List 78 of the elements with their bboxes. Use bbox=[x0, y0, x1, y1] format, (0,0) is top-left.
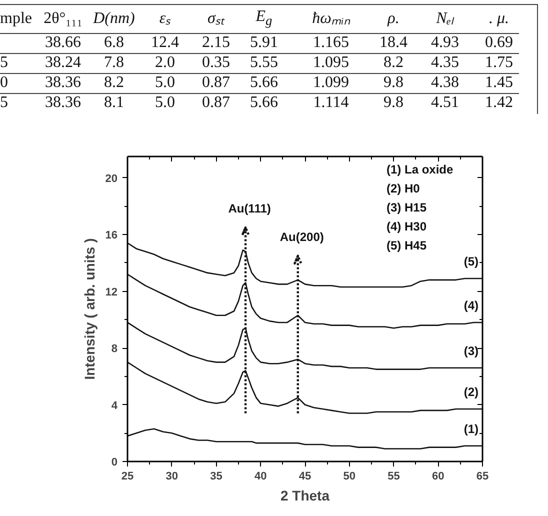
text: 8.1 bbox=[104, 94, 124, 112]
x-tick-label: 65 bbox=[476, 470, 489, 482]
category-label: ρ. bbox=[386, 8, 400, 29]
annotation: (2) H0 bbox=[386, 182, 420, 196]
text: 2.0 bbox=[155, 54, 175, 71]
x-tick-label: 50 bbox=[343, 470, 356, 482]
text: 1.114 bbox=[313, 94, 349, 112]
y-axis-title: Intensity ( arb. units ) bbox=[81, 238, 98, 380]
series-label: (4) bbox=[464, 298, 479, 312]
text: 2.15 bbox=[202, 34, 230, 51]
annotation: (5) H45 bbox=[386, 238, 427, 252]
x-tick-label: 35 bbox=[210, 470, 222, 482]
text: 1.099 bbox=[313, 74, 349, 91]
text: 0.35 bbox=[202, 54, 230, 71]
text: 38.36 bbox=[45, 94, 81, 112]
y-tick-label: 4 bbox=[111, 400, 118, 412]
text: 4.51 bbox=[431, 94, 459, 112]
text: 9.8 bbox=[384, 74, 404, 91]
x-tick-label: 55 bbox=[388, 470, 400, 482]
text: 12.4 bbox=[151, 34, 179, 51]
annotation: (3) H15 bbox=[386, 200, 427, 214]
series-label: (5) bbox=[464, 254, 479, 268]
x-tick-label: 25 bbox=[121, 470, 134, 482]
text: 5.66 bbox=[250, 74, 278, 91]
text: 38.66 bbox=[45, 34, 81, 51]
x-tick-label: 45 bbox=[298, 470, 312, 482]
category-label: σₛₜ bbox=[206, 8, 226, 29]
text: 1.095 bbox=[313, 54, 349, 71]
ref-line-label: Au(200) bbox=[280, 230, 324, 244]
text: 5.0 bbox=[155, 74, 175, 91]
text: 7.8 bbox=[104, 54, 124, 71]
text: 4.35 bbox=[431, 54, 459, 71]
text: 5 bbox=[0, 54, 8, 71]
category-label: . μ. bbox=[488, 8, 510, 29]
annotation: (1) La oxide bbox=[386, 162, 454, 176]
text: 5.55 bbox=[250, 54, 278, 71]
text: 1.165 bbox=[313, 34, 349, 51]
text: 8.2 bbox=[384, 54, 404, 71]
x-tick-label: 40 bbox=[254, 470, 267, 482]
text: 0 bbox=[0, 74, 8, 91]
text: 1.45 bbox=[485, 74, 513, 91]
text: 5.0 bbox=[155, 94, 175, 112]
text: 1.75 bbox=[485, 54, 513, 71]
text: 1.42 bbox=[485, 94, 513, 112]
text: 4.38 bbox=[431, 74, 459, 91]
category-label: 2θ°₁₁₁ bbox=[42, 8, 84, 29]
text: 5 bbox=[0, 94, 8, 112]
text: 9.8 bbox=[384, 94, 404, 112]
x-tick-label: 60 bbox=[432, 470, 444, 482]
y-tick-label: 8 bbox=[111, 343, 118, 356]
annotation: (4) H30 bbox=[386, 220, 427, 234]
y-tick-label: 16 bbox=[105, 230, 118, 242]
category-label: mple bbox=[0, 8, 33, 29]
text: 4.93 bbox=[431, 34, 459, 51]
y-tick-label: 20 bbox=[105, 172, 118, 185]
category-label: εₛ bbox=[158, 8, 172, 29]
category-label: Nₑₗ bbox=[435, 8, 456, 29]
x-axis-title: 2 Theta bbox=[280, 488, 330, 504]
y-tick-label: 0 bbox=[111, 456, 118, 468]
text: 0.69 bbox=[485, 34, 513, 51]
y-tick-label: 12 bbox=[105, 286, 118, 298]
text: 8.2 bbox=[104, 74, 124, 91]
series-label: (1) bbox=[464, 422, 479, 436]
category-label: D(nm) bbox=[92, 8, 136, 29]
text: 0.87 bbox=[202, 74, 230, 91]
text: 5.66 bbox=[250, 94, 278, 112]
series-label: (2) bbox=[464, 385, 479, 400]
text: 6.8 bbox=[104, 34, 124, 51]
text: 38.24 bbox=[45, 54, 81, 71]
text: 38.36 bbox=[45, 74, 81, 91]
ref-line-label: Au(111) bbox=[228, 201, 271, 216]
text: 5.91 bbox=[250, 34, 278, 51]
series-label: (3) bbox=[464, 344, 479, 358]
text: 0.87 bbox=[202, 94, 230, 112]
category-label: ħωₘᵢₙ bbox=[311, 8, 352, 29]
x-tick-label: 30 bbox=[166, 470, 178, 482]
category-label: E$_{g}$ bbox=[254, 6, 274, 30]
text: 18.4 bbox=[380, 34, 408, 51]
